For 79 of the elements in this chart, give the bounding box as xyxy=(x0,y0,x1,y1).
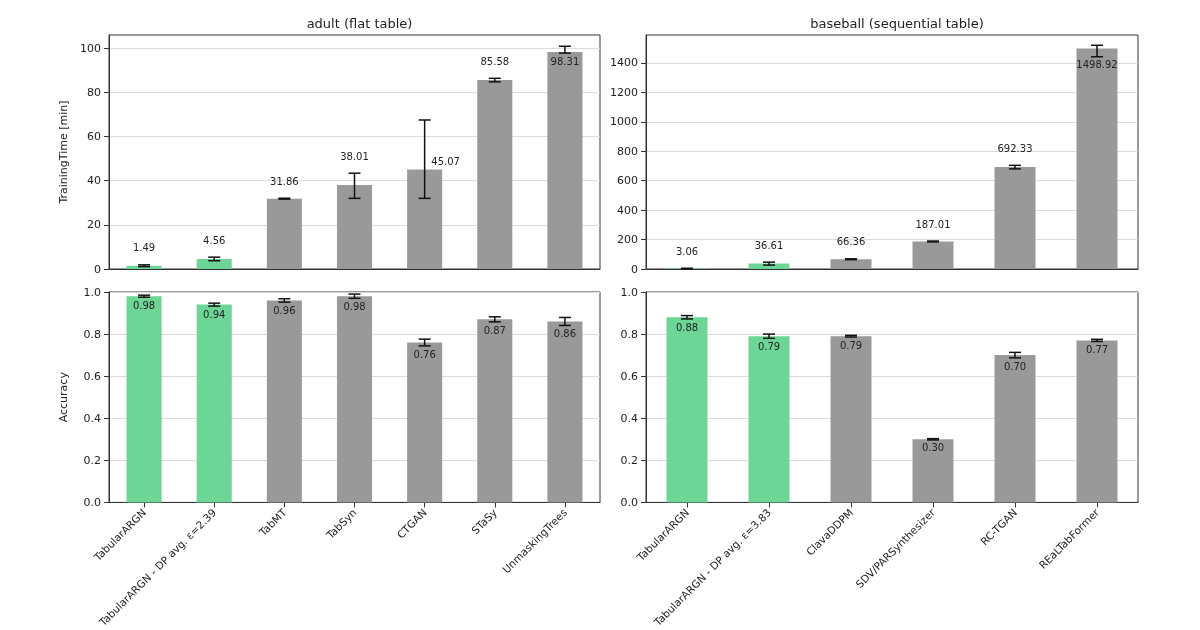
chart-title: adult (flat table) xyxy=(306,16,413,31)
data-label: 692.33 xyxy=(997,142,1033,154)
bar xyxy=(830,259,872,269)
chart-title: baseball (sequential table) xyxy=(810,16,984,31)
data-label: 0.76 xyxy=(413,348,436,360)
y-tick-label: 40 xyxy=(87,174,101,188)
data-label: 0.87 xyxy=(483,324,506,336)
y-tick-label: 60 xyxy=(87,130,101,144)
y-tick-label: 400 xyxy=(617,203,638,217)
data-label: 3.06 xyxy=(675,245,699,257)
y-tick-label: 200 xyxy=(617,233,638,247)
bar xyxy=(1076,48,1118,269)
y-tick-label: 0.6 xyxy=(620,369,638,383)
bar xyxy=(407,342,443,503)
bar xyxy=(994,167,1036,269)
data-label: 1.49 xyxy=(132,242,156,254)
data-label: 38.01 xyxy=(340,150,369,162)
bar xyxy=(336,296,373,503)
bar xyxy=(477,319,513,503)
data-label: 4.56 xyxy=(203,234,226,246)
bar xyxy=(196,258,232,269)
bar xyxy=(547,51,583,269)
bar xyxy=(547,321,583,503)
data-label: 0.94 xyxy=(203,308,226,320)
y-tick-label: 0.4 xyxy=(83,411,101,425)
bar xyxy=(336,185,373,269)
data-label: 0.30 xyxy=(921,442,945,454)
data-label: 0.86 xyxy=(553,328,577,340)
y-tick-label: 0.8 xyxy=(620,327,638,341)
y-tick-label: 0.8 xyxy=(83,327,101,341)
y-tick-label: 0.0 xyxy=(620,495,638,509)
bar xyxy=(912,241,954,269)
data-label: 187.01 xyxy=(915,218,951,230)
data-label: 66.36 xyxy=(836,236,866,248)
data-label: 0.98 xyxy=(132,299,156,311)
data-label: 0.70 xyxy=(1003,360,1027,372)
y-tick-label: 1.0 xyxy=(620,285,638,299)
data-label: 0.98 xyxy=(343,300,366,312)
data-label: 0.79 xyxy=(839,339,863,351)
y-tick-label: 0.2 xyxy=(83,453,101,467)
data-label: 0.96 xyxy=(273,304,296,316)
y-axis-title: Accuracy xyxy=(57,371,70,423)
y-tick-label: 80 xyxy=(87,85,101,99)
bar xyxy=(1076,340,1118,503)
data-label: 0.77 xyxy=(1085,344,1109,355)
bar xyxy=(196,304,232,503)
bar xyxy=(126,296,162,503)
y-tick-label: 1400 xyxy=(610,56,638,70)
bar xyxy=(994,355,1036,503)
bar xyxy=(266,198,302,269)
y-tick-label: 1200 xyxy=(610,85,638,99)
bar xyxy=(912,439,954,503)
bar xyxy=(830,336,872,503)
bar xyxy=(748,336,790,503)
data-label: 1498.92 xyxy=(1076,59,1118,71)
y-tick-label: 600 xyxy=(617,174,638,188)
y-tick-label: 0.4 xyxy=(620,411,638,425)
y-tick-label: 0.6 xyxy=(83,369,101,383)
y-tick-label: 0.0 xyxy=(83,495,101,509)
y-tick-label: 0 xyxy=(631,262,638,276)
data-label: 0.88 xyxy=(675,321,699,333)
data-label: 0.79 xyxy=(757,340,781,352)
y-tick-label: 1.0 xyxy=(83,285,101,299)
y-tick-label: 100 xyxy=(80,41,101,55)
y-tick-label: 0.2 xyxy=(620,453,638,467)
data-label: 98.31 xyxy=(550,55,580,67)
data-label: 45.07 xyxy=(431,156,460,168)
data-label: 31.86 xyxy=(270,175,299,187)
y-tick-label: 20 xyxy=(87,218,101,232)
y-axis-title: TrainingTime [min] xyxy=(57,100,70,205)
data-label: 36.61 xyxy=(754,239,784,251)
y-tick-label: 0 xyxy=(94,262,101,276)
bar xyxy=(477,80,513,269)
bar xyxy=(666,317,708,503)
data-label: 85.58 xyxy=(480,55,510,67)
bar xyxy=(266,300,302,503)
y-tick-label: 1000 xyxy=(610,115,638,129)
y-tick-label: 800 xyxy=(617,144,638,158)
bar xyxy=(407,169,443,269)
